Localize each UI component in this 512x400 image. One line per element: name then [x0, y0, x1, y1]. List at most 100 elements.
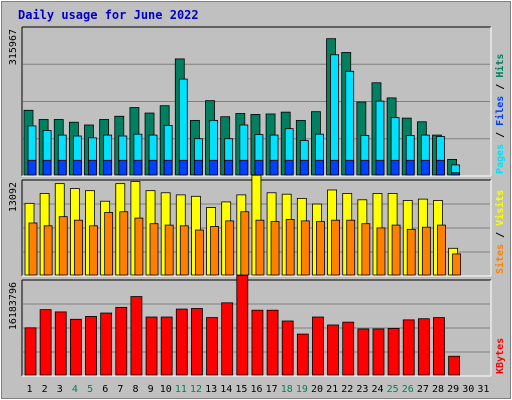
bar-files — [88, 159, 97, 176]
day-label: 24 — [372, 384, 384, 395]
bar-kbytes — [266, 309, 279, 376]
bar-files — [27, 159, 37, 176]
bar-sites — [104, 212, 114, 276]
legend: Pages / Files / Hits — [494, 54, 506, 174]
bar-kbytes — [433, 317, 445, 376]
legend: KBytes — [495, 338, 506, 374]
bar-files — [436, 159, 445, 176]
bar-sites — [316, 221, 325, 276]
bar-sites — [437, 224, 446, 276]
day-label: 28 — [432, 384, 444, 395]
bar-sites — [119, 211, 129, 276]
day-label: 4 — [72, 384, 78, 395]
day-label: 23 — [356, 384, 368, 395]
bar-files — [375, 159, 385, 176]
bar-sites — [210, 226, 219, 276]
bar-sites — [452, 253, 462, 276]
bar-files — [345, 159, 355, 176]
bar-sites — [164, 224, 174, 276]
day-label: 5 — [87, 384, 93, 395]
chart-title: Daily usage for June 2022 — [18, 8, 199, 22]
legend-separator: / — [495, 126, 506, 144]
day-label: 20 — [311, 384, 323, 395]
bar-files — [269, 159, 279, 176]
bar-files — [209, 159, 218, 176]
bar-sites — [346, 219, 356, 276]
day-label: 3 — [57, 384, 63, 395]
bar-sites — [255, 219, 265, 276]
bar-files — [451, 172, 461, 176]
bar-kbytes — [69, 318, 82, 376]
bar-kbytes — [145, 316, 158, 376]
bar-files — [103, 159, 113, 176]
bar-kbytes — [175, 308, 188, 376]
day-label: 31 — [477, 384, 489, 395]
legend-pages: Pages — [495, 144, 506, 174]
max-label: 16183796 — [8, 282, 19, 330]
bar-kbytes — [221, 302, 234, 376]
bar-kbytes — [251, 309, 264, 376]
bar-kbytes — [236, 275, 249, 376]
day-label: 15 — [235, 384, 247, 395]
day-label: 10 — [160, 384, 172, 395]
bar-sites — [300, 220, 310, 276]
bar-sites — [270, 221, 280, 276]
bar-sites — [28, 222, 38, 276]
bar-sites — [421, 226, 431, 276]
bar-kbytes — [130, 296, 143, 376]
bar-sites — [195, 229, 204, 276]
bar-files — [390, 159, 400, 176]
bar-sites — [89, 225, 98, 276]
bar-kbytes — [448, 355, 461, 376]
bar-files — [330, 159, 339, 176]
bar-sites — [58, 216, 68, 276]
bar-files — [254, 159, 264, 176]
bar-files — [163, 159, 173, 176]
bar-files — [57, 159, 67, 176]
bar-sites — [391, 224, 401, 276]
max-label: 315967 — [8, 29, 19, 65]
day-label: 27 — [417, 384, 429, 395]
bar-files — [405, 159, 415, 176]
day-label: 7 — [117, 384, 123, 395]
bar-files — [420, 159, 430, 176]
day-label: 29 — [447, 384, 459, 395]
legend-kbytes: KBytes — [495, 338, 506, 374]
day-label: 8 — [132, 384, 138, 395]
bar-kbytes — [206, 317, 218, 376]
bar-kbytes — [281, 320, 294, 376]
bar-sites — [179, 225, 189, 276]
bar-files — [239, 159, 249, 176]
day-label: 25 — [387, 384, 399, 395]
bar-files — [299, 159, 309, 176]
bar-files — [118, 159, 128, 176]
legend-separator: / — [495, 78, 506, 96]
day-label: 16 — [250, 384, 262, 395]
legend-separator: / — [495, 226, 506, 244]
day-label: 19 — [296, 384, 308, 395]
day-label: 30 — [462, 384, 474, 395]
bar-sites — [225, 220, 235, 276]
bar-kbytes — [387, 327, 400, 376]
bar-files — [315, 159, 324, 176]
legend: Sites / Visits — [494, 190, 506, 274]
bar-kbytes — [160, 316, 173, 376]
bar-kbytes — [115, 306, 128, 376]
day-label: 21 — [326, 384, 338, 395]
bar-kbytes — [327, 324, 339, 376]
day-label: 22 — [341, 384, 353, 395]
day-label: 26 — [402, 384, 414, 395]
bar-sites — [149, 223, 159, 276]
day-label: 6 — [102, 384, 108, 395]
bar-sites — [331, 219, 340, 276]
bar-kbytes — [24, 327, 37, 376]
legend-sites: Sites — [494, 244, 506, 274]
day-label: 9 — [148, 384, 154, 395]
bar-sites — [406, 228, 416, 276]
day-label: 18 — [281, 384, 293, 395]
bar-files — [148, 159, 158, 176]
bar-pages — [330, 54, 339, 176]
bar-pages — [345, 70, 355, 176]
